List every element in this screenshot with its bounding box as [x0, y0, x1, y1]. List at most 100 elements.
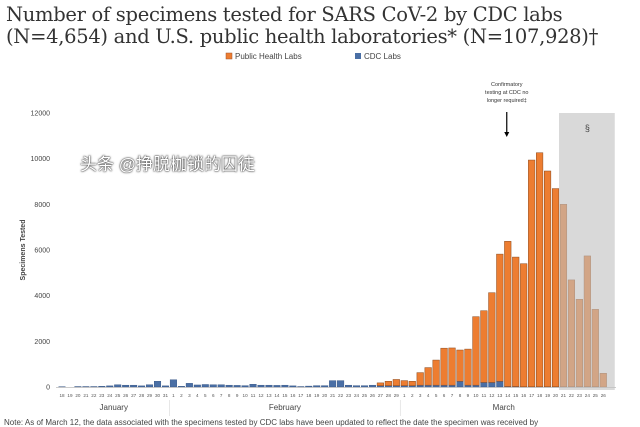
- bar-cdc-labs: [417, 385, 424, 387]
- bar-cdc-labs: [449, 385, 456, 387]
- x-tick-label: 12: [489, 393, 495, 398]
- bar-cdc-labs: [178, 386, 185, 387]
- x-tick-label: 14: [274, 393, 280, 398]
- legend-swatch-cdc: [355, 53, 361, 59]
- x-tick-label: 25: [362, 393, 368, 398]
- x-tick-label: 22: [91, 393, 97, 398]
- bar-cdc-labs: [337, 381, 344, 387]
- shaded-region: [559, 113, 615, 390]
- x-tick-label: 20: [75, 393, 81, 398]
- bar-cdc-labs: [202, 384, 209, 387]
- watermark: 头条 @挣脱枷锁的囚徒: [80, 150, 255, 175]
- bar-cdc-labs: [234, 385, 241, 387]
- bar-cdc-labs: [194, 385, 201, 387]
- x-tick-label: 14: [505, 393, 511, 398]
- x-tick-label: 21: [83, 393, 89, 398]
- x-tick-label: 3: [419, 393, 422, 398]
- shaded-region-label: §: [585, 123, 590, 133]
- bar-cdc-labs: [425, 385, 432, 387]
- bar-cdc-labs: [361, 386, 368, 387]
- bar-public-health-labs: [385, 381, 392, 385]
- y-tick-label: 0: [46, 385, 50, 392]
- bar-public-health-labs: [544, 171, 551, 387]
- x-tick-label: 22: [338, 393, 344, 398]
- y-tick-label: 4000: [34, 293, 50, 300]
- month-label: January: [100, 403, 128, 412]
- x-tick-label: 25: [593, 393, 599, 398]
- bar-public-health-labs: [481, 311, 488, 383]
- x-tick-label: 17: [529, 393, 535, 398]
- x-tick-label: 24: [107, 393, 113, 398]
- bar-public-health-labs: [552, 189, 559, 387]
- x-tick-label: 24: [354, 393, 360, 398]
- bar-cdc-labs: [170, 380, 177, 387]
- x-tick-label: 23: [346, 393, 352, 398]
- x-tick-label: 2: [180, 393, 183, 398]
- x-tick-label: 24: [585, 393, 591, 398]
- x-tick-label: 27: [131, 393, 137, 398]
- x-tick-label: 8: [459, 393, 462, 398]
- x-tick-label: 28: [139, 393, 145, 398]
- x-tick-label: 2: [411, 393, 414, 398]
- legend-label-cdc: CDC Labs: [364, 52, 401, 61]
- legend-label-public-health: Public Health Labs: [235, 52, 302, 61]
- bar-cdc-labs: [457, 381, 464, 387]
- x-tick-label: 13: [497, 393, 503, 398]
- x-tick-label: 11: [251, 393, 256, 398]
- x-tick-label: 1: [172, 393, 175, 398]
- bar-cdc-labs: [282, 385, 289, 387]
- bar-public-health-labs: [457, 350, 464, 381]
- y-tick-label: 8000: [34, 202, 50, 209]
- bar-cdc-labs: [226, 385, 233, 387]
- bar-cdc-labs: [481, 382, 488, 387]
- bar-cdc-labs: [250, 384, 257, 387]
- x-tick-label: 16: [521, 393, 527, 398]
- y-tick-label: 10000: [31, 156, 51, 163]
- x-tick-label: 5: [435, 393, 438, 398]
- bar-public-health-labs: [393, 379, 400, 385]
- x-tick-label: 20: [553, 393, 559, 398]
- x-tick-label: 19: [545, 393, 551, 398]
- bar-public-health-labs: [425, 368, 432, 386]
- annotation-text: longer required‡: [487, 98, 527, 104]
- bar-cdc-labs: [99, 386, 106, 387]
- x-tick-label: 9: [467, 393, 470, 398]
- x-tick-label: 23: [577, 393, 583, 398]
- annotation-text: Confirmatory: [491, 82, 523, 88]
- x-tick-label: 8: [228, 393, 231, 398]
- y-tick-label: 6000: [34, 248, 50, 255]
- x-tick-label: 10: [473, 393, 479, 398]
- bar-cdc-labs: [433, 385, 440, 387]
- x-tick-label: 21: [330, 393, 336, 398]
- x-tick-label: 9: [236, 393, 239, 398]
- bar-cdc-labs: [290, 386, 297, 387]
- x-tick-label: 19: [314, 393, 320, 398]
- x-tick-label: 16: [290, 393, 296, 398]
- bar-cdc-labs: [146, 385, 153, 387]
- bar-cdc-labs: [321, 386, 328, 387]
- x-tick-label: 31: [163, 393, 169, 398]
- bar-cdc-labs: [329, 381, 336, 387]
- bar-cdc-labs: [130, 385, 137, 387]
- bar-public-health-labs: [401, 381, 408, 386]
- y-axis-label: Specimens Tested: [20, 220, 27, 281]
- x-tick-label: 5: [204, 393, 207, 398]
- annotation-arrow-head: [504, 132, 509, 137]
- bar-public-health-labs: [377, 383, 384, 386]
- x-tick-label: 6: [443, 393, 446, 398]
- x-tick-label: 4: [427, 393, 430, 398]
- x-tick-label: 7: [451, 393, 454, 398]
- bar-cdc-labs: [162, 386, 169, 387]
- x-tick-label: 22: [569, 393, 575, 398]
- x-tick-label: 19: [67, 393, 73, 398]
- month-label: February: [269, 403, 301, 412]
- bar-cdc-labs: [210, 385, 217, 387]
- bar-cdc-labs: [353, 386, 360, 387]
- bar-cdc-labs: [497, 381, 504, 387]
- x-tick-label: 28: [386, 393, 392, 398]
- bar-cdc-labs: [489, 382, 496, 387]
- x-tick-label: 7: [220, 393, 223, 398]
- bar-public-health-labs: [512, 257, 519, 386]
- x-tick-label: 18: [537, 393, 543, 398]
